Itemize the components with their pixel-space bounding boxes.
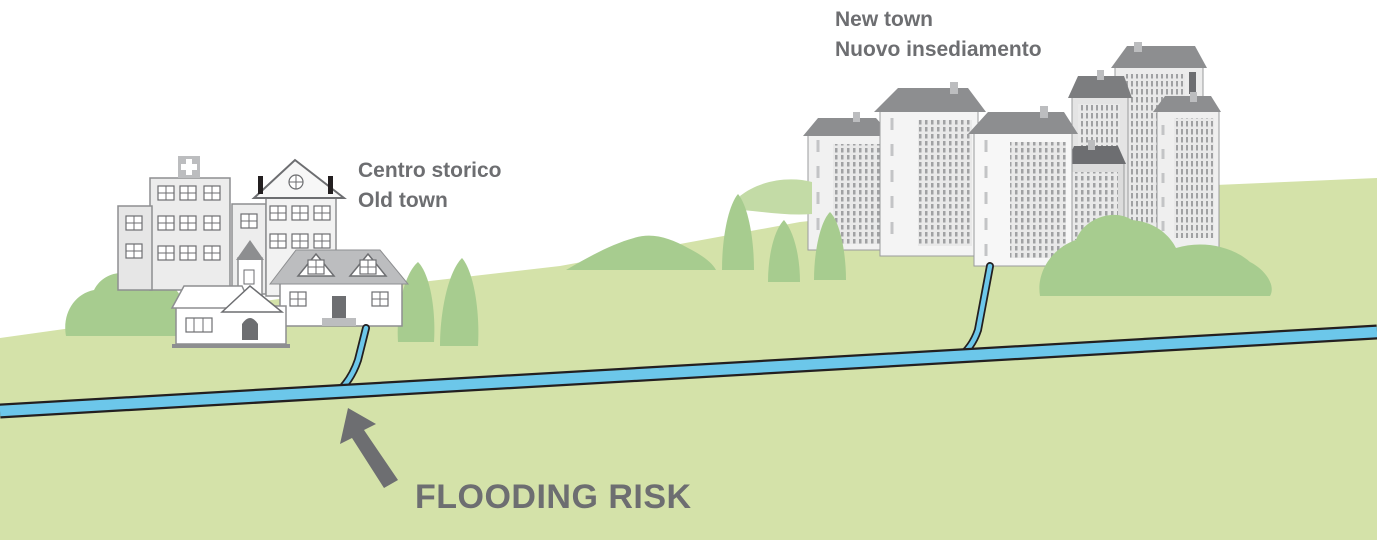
old-town-label-line-1: Centro storico xyxy=(358,159,502,182)
tower-right-slim xyxy=(1153,92,1221,251)
flooding-risk-label: FLOODING RISK xyxy=(415,478,692,516)
shrub-cluster-right xyxy=(1039,214,1272,296)
villa-house xyxy=(268,249,410,327)
cypress-old-2 xyxy=(440,258,479,346)
shrub-row-mid xyxy=(740,179,812,215)
cypress-1 xyxy=(722,194,754,270)
chapel-building xyxy=(170,285,290,348)
flood-arrow xyxy=(340,408,398,488)
new-town-label-line-2: Nuovo insediamento xyxy=(835,38,1042,61)
old-town-label-line-2: Old town xyxy=(358,189,448,212)
cypress-2 xyxy=(768,220,800,282)
shrub-row-left xyxy=(566,235,716,270)
hillside-ground xyxy=(0,178,1377,540)
new-town-label-line-1: New town xyxy=(835,8,933,31)
apartment-block-left xyxy=(803,112,892,251)
old-town-buildings xyxy=(117,156,410,348)
apartment-block-center xyxy=(874,82,986,257)
old-town-label: Centro storico Old town xyxy=(358,156,502,216)
hospital-building xyxy=(117,156,231,291)
cypress-3 xyxy=(814,212,846,280)
apartment-block-front xyxy=(968,106,1078,267)
river xyxy=(0,324,1377,419)
cypress-old-1 xyxy=(397,262,435,342)
new-town-label: New town Nuovo insediamento xyxy=(835,5,1042,65)
new-town-vegetation xyxy=(566,179,1272,296)
